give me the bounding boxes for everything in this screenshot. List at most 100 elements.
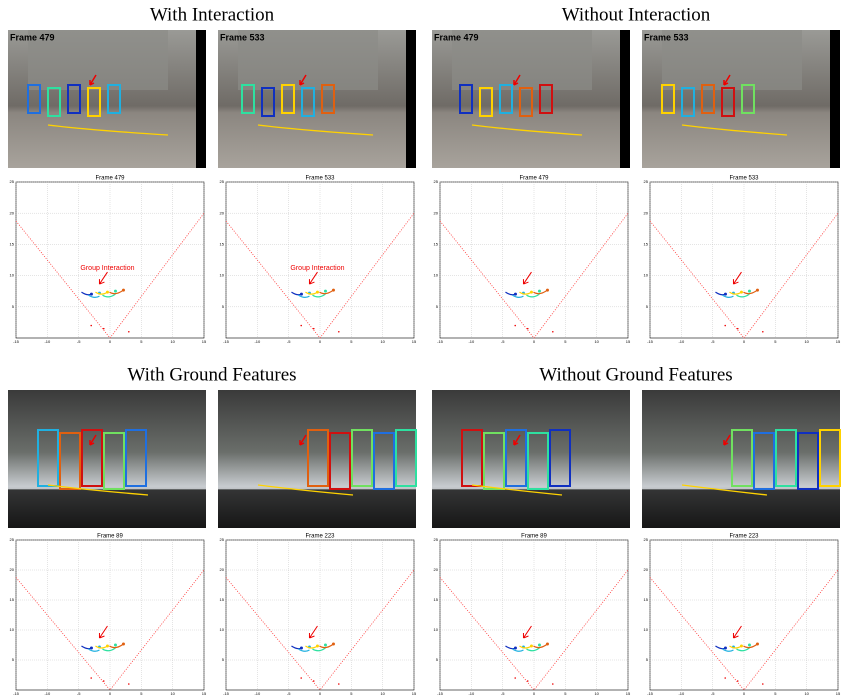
y-tick-label: 5: [12, 657, 15, 662]
track-head: [530, 645, 533, 648]
plot-title: Frame 89: [97, 534, 123, 540]
x-tick-label: -5: [501, 339, 505, 344]
x-tick-label: 0: [743, 339, 746, 344]
y-tick-label: 25: [644, 179, 649, 184]
x-tick-label: -5: [77, 691, 81, 696]
y-tick-label: 20: [220, 567, 225, 572]
track-head: [514, 647, 517, 650]
y-tick-label: 10: [434, 273, 439, 278]
track-head: [332, 643, 335, 646]
track-head: [300, 293, 303, 296]
track-head: [90, 293, 93, 296]
track-head: [740, 645, 743, 648]
y-tick-label: 25: [220, 179, 225, 184]
x-tick-label: -10: [678, 339, 685, 344]
detection: [552, 683, 554, 685]
y-tick-label: 10: [644, 273, 649, 278]
track-head: [316, 291, 319, 294]
x-tick-label: 10: [380, 691, 385, 696]
y-tick-label: 20: [644, 210, 649, 215]
track-head: [530, 291, 533, 294]
detection: [300, 325, 302, 327]
x-tick-label: 5: [140, 339, 143, 344]
y-tick-label: 20: [220, 210, 225, 215]
x-tick-label: 5: [564, 339, 567, 344]
track-head: [748, 644, 751, 647]
detection: [128, 331, 130, 333]
x-tick-label: 5: [350, 339, 353, 344]
y-tick-label: 15: [10, 241, 15, 246]
x-tick-label: -10: [678, 691, 685, 696]
detection: [737, 328, 739, 330]
track-head: [90, 647, 93, 650]
detection: [514, 325, 516, 327]
x-tick-label: 5: [350, 691, 353, 696]
y-tick-label: 10: [434, 627, 439, 632]
x-tick-label: -10: [44, 691, 51, 696]
plot-title: Frame 479: [95, 176, 125, 182]
x-tick-label: 0: [533, 691, 536, 696]
x-tick-label: 0: [743, 691, 746, 696]
x-tick-label: 15: [626, 691, 631, 696]
plot-title: Frame 533: [305, 176, 335, 182]
y-tick-label: 5: [646, 304, 649, 309]
x-tick-label: 10: [170, 339, 175, 344]
x-tick-label: 5: [774, 691, 777, 696]
x-tick-label: 0: [319, 339, 322, 344]
detection: [514, 677, 516, 679]
x-tick-label: -5: [287, 339, 291, 344]
y-tick-label: 25: [10, 179, 15, 184]
x-tick-label: 0: [109, 691, 112, 696]
y-tick-label: 10: [10, 627, 15, 632]
annotation: Group Interaction: [290, 265, 344, 272]
x-tick-label: 0: [109, 339, 112, 344]
x-tick-label: 15: [412, 691, 417, 696]
x-tick-label: -15: [647, 691, 654, 696]
detection: [313, 680, 315, 682]
y-tick-label: 25: [220, 537, 225, 542]
track-head: [756, 643, 759, 646]
track-head: [324, 290, 327, 293]
x-tick-label: -5: [501, 691, 505, 696]
y-tick-label: 15: [644, 597, 649, 602]
plot-title: Frame 479: [519, 176, 549, 182]
detection: [103, 680, 105, 682]
frame-label: Frame 533: [220, 32, 265, 42]
y-tick-label: 5: [12, 304, 15, 309]
x-tick-label: -15: [647, 339, 654, 344]
y-tick-label: 20: [10, 210, 15, 215]
y-tick-label: 5: [436, 657, 439, 662]
detection: [338, 331, 340, 333]
detection: [724, 325, 726, 327]
y-tick-label: 5: [222, 304, 225, 309]
track-head: [106, 645, 109, 648]
track-head: [546, 289, 549, 292]
plot-title: Frame 533: [729, 176, 759, 182]
plot-title: Frame 89: [521, 534, 547, 540]
track-head: [114, 644, 117, 647]
y-tick-label: 10: [220, 627, 225, 632]
x-tick-label: -10: [468, 339, 475, 344]
x-tick-label: 15: [202, 691, 207, 696]
y-tick-label: 25: [644, 537, 649, 542]
x-tick-label: 5: [564, 691, 567, 696]
x-tick-label: 15: [836, 339, 841, 344]
x-tick-label: 5: [774, 339, 777, 344]
x-tick-label: -5: [287, 691, 291, 696]
x-tick-label: 10: [594, 339, 599, 344]
x-tick-label: 10: [170, 691, 175, 696]
y-tick-label: 15: [220, 241, 225, 246]
y-tick-label: 5: [222, 657, 225, 662]
x-tick-label: 10: [594, 691, 599, 696]
track-head: [724, 647, 727, 650]
shadow: [8, 489, 206, 528]
shadow: [218, 489, 416, 528]
y-tick-label: 10: [220, 273, 225, 278]
x-tick-label: -15: [13, 691, 20, 696]
track-head: [316, 645, 319, 648]
x-tick-label: -15: [223, 691, 230, 696]
x-tick-label: 0: [319, 691, 322, 696]
detection: [527, 328, 529, 330]
detection: [300, 677, 302, 679]
detection: [762, 331, 764, 333]
